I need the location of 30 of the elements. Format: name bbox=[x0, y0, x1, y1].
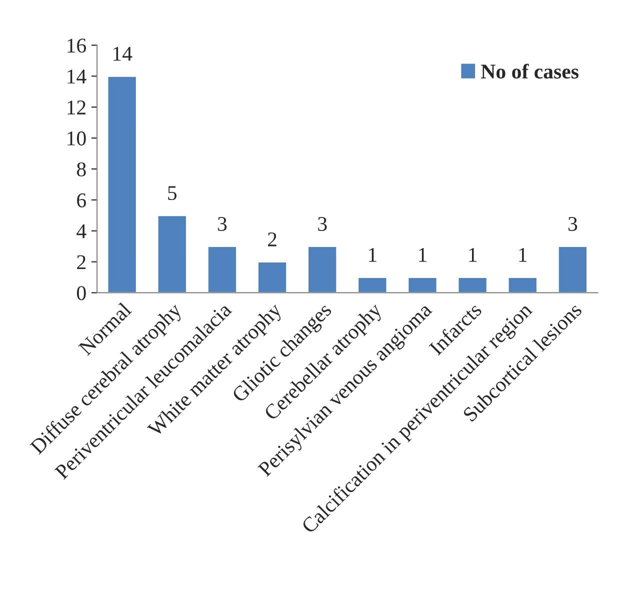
y-tick-label: 6 bbox=[77, 193, 86, 208]
bar bbox=[507, 276, 538, 293]
bar bbox=[106, 75, 138, 293]
bar bbox=[407, 276, 438, 293]
y-tick-label: 4 bbox=[76, 224, 86, 238]
data-label: 3 bbox=[318, 216, 327, 231]
y-tick-label: 16 bbox=[68, 38, 86, 53]
bar bbox=[457, 276, 488, 293]
data-label: 1 bbox=[519, 248, 527, 262]
bar bbox=[206, 246, 238, 293]
bar bbox=[156, 214, 188, 293]
y-tick-label: 2 bbox=[77, 255, 86, 270]
data-label: 2 bbox=[268, 232, 276, 246]
legend-label: No of cases bbox=[481, 64, 578, 79]
data-label: 5 bbox=[168, 186, 177, 200]
data-label: 14 bbox=[113, 46, 132, 61]
data-label: 1 bbox=[419, 248, 426, 262]
bar bbox=[557, 246, 588, 293]
y-tick-label: 0 bbox=[76, 286, 86, 300]
data-label: 1 bbox=[369, 248, 376, 262]
y-tick-label: 12 bbox=[68, 100, 86, 114]
data-label: 1 bbox=[469, 248, 477, 262]
bar bbox=[357, 276, 388, 293]
y-tick-label: 14 bbox=[68, 70, 86, 84]
y-tick-label: 8 bbox=[76, 162, 86, 176]
bar bbox=[307, 246, 338, 293]
bar bbox=[257, 261, 288, 293]
y-tick-label: 10 bbox=[68, 131, 86, 146]
data-label: 3 bbox=[218, 216, 227, 231]
data-label: 3 bbox=[568, 216, 578, 231]
